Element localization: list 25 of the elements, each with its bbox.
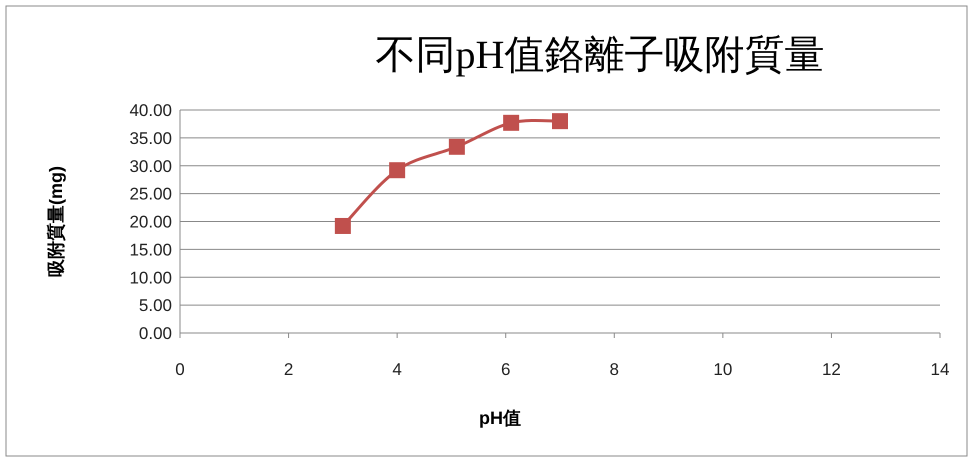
x-tick-label: 12 [822,360,841,379]
point [503,114,520,131]
x-tick-label: 2 [284,360,294,379]
x-tick-label: 8 [610,360,620,379]
point [389,162,406,178]
y-axis-title: 吸附質量(mg) [46,166,66,277]
y-tick-label: 0.00 [138,324,172,343]
y-tick-label: 25.00 [129,184,172,204]
x-tick-label: 4 [392,360,402,379]
y-tick-label: 5.00 [138,296,172,316]
y-tick-label: 35.00 [129,128,172,148]
x-tick-label: 6 [500,360,510,379]
y-tick-label: 30.00 [129,156,172,176]
x-axis-title: pH值 [479,408,521,428]
point [448,138,465,155]
x-tick-label: 0 [175,360,185,379]
chart-title: 不同pH值鉻離子吸附質量 [376,32,824,77]
x-tick-label: 10 [713,360,732,379]
y-tick-label: 20.00 [129,212,172,232]
point [552,113,568,130]
point [334,218,351,234]
y-tick-label: 10.00 [129,268,172,288]
x-tick-label: 14 [930,360,950,379]
y-tick-label: 40.00 [129,101,172,120]
y-tick-label: 15.00 [129,240,172,260]
